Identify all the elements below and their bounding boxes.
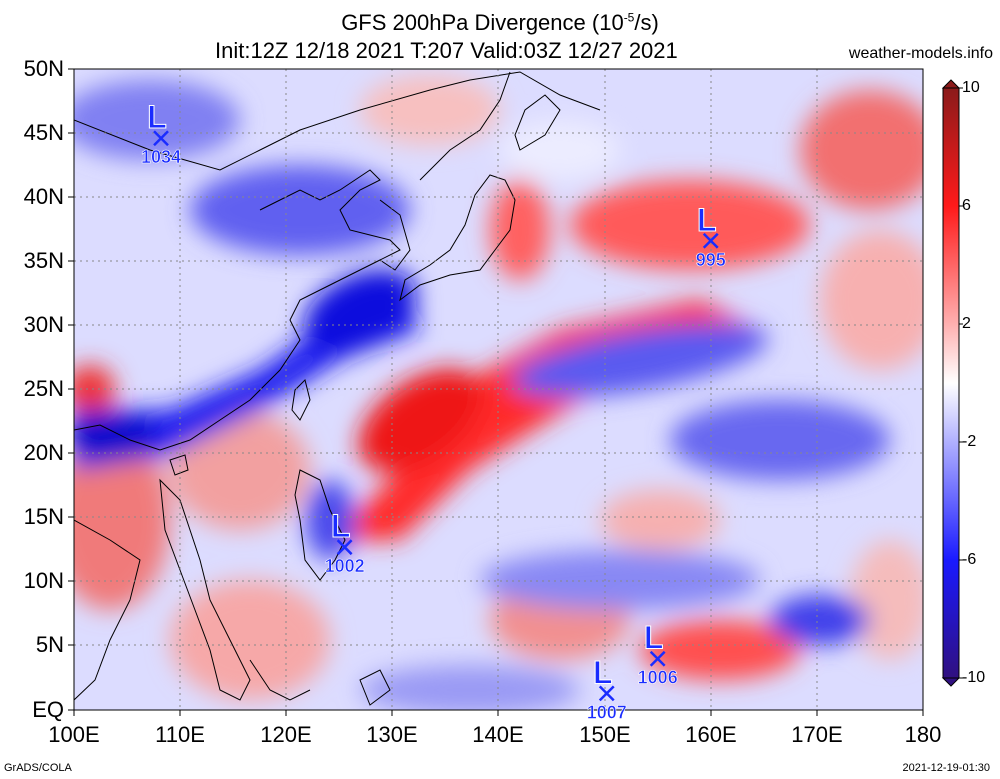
low-center-cross-icon [598,685,615,702]
low-letter: L [697,202,717,238]
lat-label: 40N [23,184,64,209]
colorbar-label: -6 [962,551,977,568]
lon-label: 180 [904,722,942,747]
lon-label: 150E [579,722,631,747]
low-pressure-value: 1002 [325,556,365,576]
low-pressure-marker: L 995 [695,201,726,270]
colorbar-label: 6 [962,197,971,214]
low-letter: L [644,620,664,656]
lat-label: 35N [23,248,64,273]
lon-label: 130E [366,722,418,747]
lat-label: 5N [35,632,64,657]
lon-label: 100E [48,722,100,747]
axis-ticks [68,68,924,716]
colorbar-label: 10 [962,79,980,96]
graticule [74,69,923,710]
lat-label: 45N [23,120,64,145]
lon-label: 160E [685,722,737,747]
site-credit: weather-models.info [848,45,993,62]
lat-label: 10N [23,568,64,593]
colorbar-label: -10 [962,669,986,686]
low-pressure-value: 1006 [638,668,678,688]
low-pressure-marker: L 1034 [141,99,182,168]
low-letter: L [593,654,613,690]
low-pressure-value: 1034 [141,147,181,167]
lon-label: 110E [155,722,205,747]
low-pressure-value: 995 [696,250,726,270]
low-pressure-marker: L 1006 [637,619,678,688]
footer-timestamp: 2021-12-19-01:30 [902,762,990,774]
lat-label: 30N [23,312,64,337]
lat-label: 50N [23,56,64,81]
low-pressure-marker: L 1007 [586,654,627,723]
lon-label: 120E [260,722,312,747]
low-pressure-markers: L 1034 L 995 L 1002 L 1006 L 1007 [141,99,726,723]
low-letter: L [147,99,167,135]
field-shading [74,69,923,710]
map-title: GFS 200hPa Divergence (10-5/s) [341,10,659,35]
footer-software: GrADS/COLA [4,762,72,774]
low-center-cross-icon [153,130,169,147]
lon-label: 170E [791,722,843,747]
colorbar-label: -2 [962,433,977,450]
low-pressure-marker: L 1002 [324,508,365,577]
low-center-cross-icon [336,539,353,556]
lon-label: 140E [472,722,524,747]
low-center-cross-icon [702,232,719,249]
lat-label: 20N [23,440,64,465]
lat-label: 15N [23,504,64,529]
lat-label: EQ [32,697,64,722]
lat-label: 25N [23,376,64,401]
low-center-cross-icon [649,650,666,667]
low-letter: L [331,508,351,544]
map-subtitle: Init:12Z 12/18 2021 T:207 Valid:03Z 12/2… [215,38,678,63]
coastlines [74,71,601,706]
low-pressure-value: 1007 [587,702,627,722]
colorbar-label: 2 [962,315,971,332]
colorbar [941,79,963,687]
